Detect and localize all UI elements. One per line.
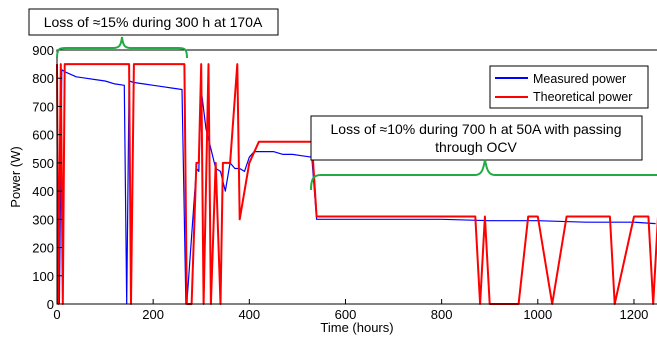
x-tick-label: 600 <box>335 307 357 322</box>
annotation-1-box <box>28 8 279 36</box>
annotation-2-text-line1: Loss of ≈10% during 700 h at 50A with pa… <box>331 121 622 137</box>
y-axis: 0 100 200 300 400 500 600 700 800 900 <box>32 43 62 312</box>
x-axis: 0 200 400 600 800 1000 1200 <box>53 299 648 322</box>
legend: Measured power Theoretical power <box>489 65 649 109</box>
y-tick-label: 0 <box>47 297 54 312</box>
y-tick-label: 600 <box>32 128 54 143</box>
x-tick-label: 200 <box>142 307 164 322</box>
y-axis-label: Power (W) <box>8 146 23 207</box>
annotation-1: Loss of ≈15% during 300 h at 170A <box>28 8 279 59</box>
legend-box <box>489 65 649 109</box>
x-tick-label: 400 <box>238 307 260 322</box>
x-tick-label: 0 <box>53 307 60 322</box>
plot-frame <box>56 49 657 305</box>
y-tick-label: 400 <box>32 184 54 199</box>
x-tick-label: 1000 <box>523 307 552 322</box>
y-tick-label: 300 <box>32 212 54 227</box>
x-tick-label: 1200 <box>619 307 648 322</box>
x-tick-label: 800 <box>431 307 453 322</box>
annotation-2-brace <box>310 159 657 191</box>
annotation-2-box <box>310 115 643 161</box>
y-tick-label: 800 <box>32 71 54 86</box>
y-tick-label: 700 <box>32 99 54 114</box>
legend-label-measured: Measured power <box>533 72 626 86</box>
annotation-1-text: Loss of ≈15% during 300 h at 170A <box>44 14 263 30</box>
y-tick-label: 900 <box>32 43 54 58</box>
y-tick-label: 100 <box>32 269 54 284</box>
annotation-1-brace <box>56 36 188 59</box>
y-tick-label: 200 <box>32 241 54 256</box>
y-tick-label: 500 <box>32 156 54 171</box>
legend-label-theoretical: Theoretical power <box>533 90 632 104</box>
annotation-2: Loss of ≈10% during 700 h at 50A with pa… <box>310 115 657 191</box>
x-axis-label: Time (hours) <box>320 320 393 335</box>
annotation-2-text-line2: through OCV <box>435 139 517 155</box>
